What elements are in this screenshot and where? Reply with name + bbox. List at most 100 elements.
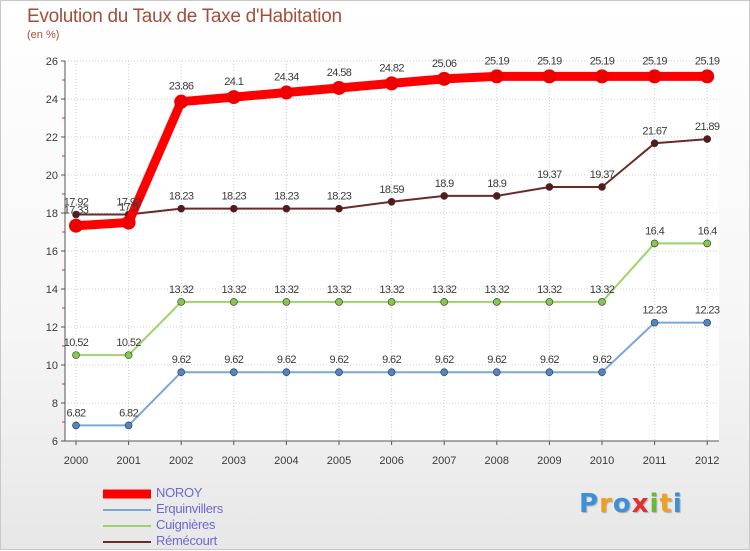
data-label-cuigni-res: 13.32 xyxy=(222,284,247,296)
data-label-erquinvillers: 9.62 xyxy=(382,354,401,366)
legend-swatch-noroy xyxy=(103,489,151,499)
logo-letter: i xyxy=(672,489,683,519)
data-label-noroy: 24.58 xyxy=(327,67,352,79)
data-label-r-m-court: 17.92 xyxy=(116,197,141,209)
point-erquinvillers xyxy=(650,318,659,327)
legend-swatch-cuignieres xyxy=(103,525,151,527)
data-label-cuigni-res: 13.32 xyxy=(379,284,404,296)
data-label-cuigni-res: 10.52 xyxy=(116,337,141,349)
point-noroy xyxy=(121,215,136,230)
data-label-noroy: 17.33 xyxy=(64,205,89,217)
data-label-cuigni-res: 13.32 xyxy=(590,284,615,296)
data-label-noroy: 23.86 xyxy=(169,81,194,93)
legend-label-erquinvillers: Erquinvillers xyxy=(156,501,223,516)
point-cuigni-res xyxy=(72,351,80,359)
legend-label-remecourt: Rémécourt xyxy=(156,533,217,548)
point-noroy xyxy=(595,69,609,84)
logo-letter: o xyxy=(612,489,632,519)
point-noroy xyxy=(279,85,294,100)
point-erquinvillers xyxy=(72,421,80,430)
data-label-noroy: 24.34 xyxy=(274,72,299,84)
logo-letter: x xyxy=(631,489,650,519)
point-noroy xyxy=(384,76,399,91)
y-tick-label: 22 xyxy=(46,132,58,144)
data-label-erquinvillers: 9.62 xyxy=(224,354,243,366)
data-label-cuigni-res: 13.32 xyxy=(169,284,194,296)
grid-layer xyxy=(65,60,719,442)
x-tick-label: 2006 xyxy=(379,455,403,467)
point-r-m-court xyxy=(230,204,238,213)
data-label-r-m-court: 19.37 xyxy=(537,169,562,181)
axis-layer: 6 8 10 12 14 16 18 20 22 24 26 2000 2001 2002 2003 2004… xyxy=(46,56,720,467)
data-label-noroy: 24.82 xyxy=(379,62,404,74)
data-label-cuigni-res: 13.32 xyxy=(485,284,510,296)
data-label-noroy: 25.06 xyxy=(432,58,457,70)
point-noroy xyxy=(332,80,346,95)
point-noroy xyxy=(226,90,241,105)
data-label-erquinvillers: 9.62 xyxy=(277,354,296,366)
point-erquinvillers xyxy=(598,368,606,377)
data-label-r-m-court: 17.92 xyxy=(64,197,89,209)
data-label-r-m-court: 18.23 xyxy=(327,191,352,203)
point-cuigni-res xyxy=(230,298,238,306)
data-label-r-m-court: 18.23 xyxy=(222,191,247,203)
legend-label-cuignieres: Cuignières xyxy=(156,517,216,532)
data-label-r-m-court: 18.9 xyxy=(435,178,454,190)
data-label-noroy: 25.19 xyxy=(695,55,720,67)
point-noroy xyxy=(647,69,662,84)
point-r-m-court xyxy=(387,197,396,206)
data-label-erquinvillers: 12.23 xyxy=(695,305,720,317)
y-tick-label: 12 xyxy=(46,322,58,334)
y-tick-label: 10 xyxy=(46,360,58,372)
x-tick-label: 2011 xyxy=(643,455,667,467)
point-erquinvillers xyxy=(492,368,501,377)
point-erquinvillers xyxy=(335,368,343,377)
data-label-r-m-court: 19.37 xyxy=(590,169,615,181)
chart-title: Evolution du Taux de Taxe d'Habitation xyxy=(27,6,342,27)
x-tick-label: 2007 xyxy=(432,455,456,467)
logo-letter: t xyxy=(659,489,673,519)
point-noroy xyxy=(174,94,189,109)
point-erquinvillers xyxy=(440,368,449,377)
point-r-m-court xyxy=(282,204,291,213)
point-cuigni-res xyxy=(598,298,606,306)
point-noroy xyxy=(700,69,715,84)
logo-letter: P xyxy=(579,489,600,519)
point-cuigni-res xyxy=(124,351,133,359)
point-r-m-court xyxy=(440,192,449,200)
data-label-layer: 17.92 17.92 18.23 18.23 18.23 18.23 18.59 18.9 1… xyxy=(64,55,721,419)
data-label-erquinvillers: 6.82 xyxy=(66,407,85,419)
point-cuigni-res xyxy=(492,298,501,306)
point-r-m-court xyxy=(335,204,343,213)
point-r-m-court xyxy=(703,135,712,143)
point-erquinvillers xyxy=(124,421,133,430)
data-label-cuigni-res: 13.32 xyxy=(274,284,299,296)
data-label-cuigni-res: 13.32 xyxy=(537,284,562,296)
data-label-cuigni-res: 10.52 xyxy=(64,337,89,349)
x-tick-label: 2004 xyxy=(274,455,298,467)
point-noroy xyxy=(69,218,83,233)
y-tick-label: 14 xyxy=(46,284,58,296)
y-tick-label: 8 xyxy=(52,398,58,410)
x-tick-label: 2003 xyxy=(222,455,246,467)
point-erquinvillers xyxy=(230,368,238,377)
x-tick-label: 2009 xyxy=(537,455,561,467)
point-erquinvillers xyxy=(545,368,554,377)
data-label-r-m-court: 18.23 xyxy=(274,191,299,203)
data-label-noroy: 25.19 xyxy=(642,55,667,67)
legend-label-noroy: NOROY xyxy=(156,485,203,500)
point-r-m-court xyxy=(72,210,80,219)
data-label-cuigni-res: 13.32 xyxy=(327,284,352,296)
y-axis-unit-label: (en %) xyxy=(27,29,60,41)
point-r-m-court xyxy=(545,183,554,191)
point-noroy xyxy=(489,69,504,84)
y-tick-label: 18 xyxy=(46,208,58,220)
point-cuigni-res xyxy=(335,298,343,306)
x-tick-label: 2002 xyxy=(169,455,193,467)
point-r-m-court xyxy=(492,192,501,200)
x-tick-label: 2001 xyxy=(116,455,140,467)
y-tick-label: 26 xyxy=(46,56,58,68)
point-erquinvillers xyxy=(387,368,396,377)
